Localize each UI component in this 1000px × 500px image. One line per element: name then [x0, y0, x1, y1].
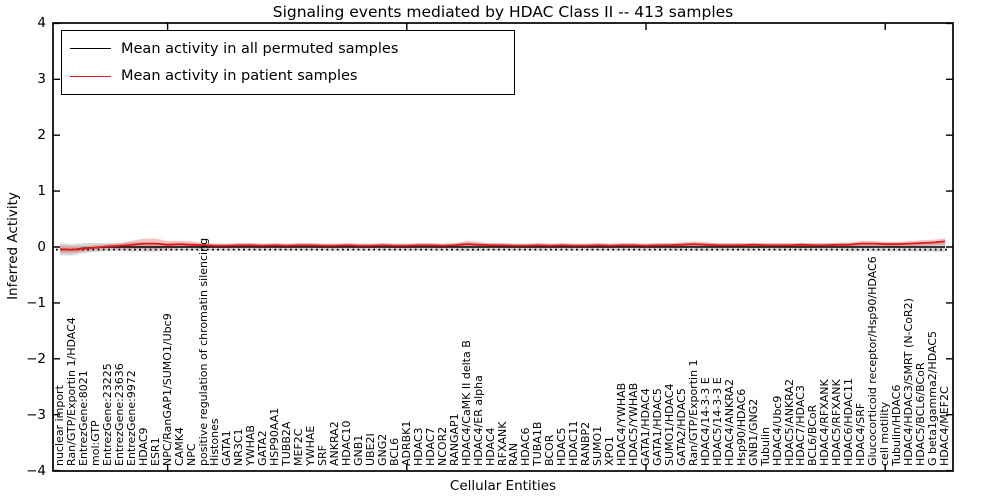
axis-frame: [52, 22, 954, 472]
x-tick-label: HDAC9: [136, 427, 150, 466]
y-tick-label: 1: [37, 183, 46, 200]
x-tick-label: HDAC7: [423, 427, 437, 466]
y-tick-label: −2: [26, 350, 46, 367]
patient-mean-line: [59, 240, 946, 251]
x-tick-label: HDAC4/CaMK II delta B: [459, 340, 473, 466]
x-tick-label: NPC: [184, 443, 198, 466]
x-tick-label: HDAC5/14-3-3 E: [710, 377, 724, 466]
x-tick-label: CAMK4: [172, 427, 186, 466]
x-tick-label: Hsp90/HDAC6: [734, 388, 748, 466]
y-tick-label: 2: [37, 127, 46, 144]
x-tick-label: NPC/RanGAP1/SUMO1/Ubc9: [160, 313, 174, 466]
y-tick-label: −3: [26, 406, 46, 423]
y-tick-label: −4: [26, 462, 46, 479]
x-tick-label: RANGAP1: [447, 413, 461, 466]
legend: Mean activity in all permuted samples Me…: [61, 30, 515, 95]
x-tick-label: EntrezGene:9972: [124, 370, 138, 466]
x-axis-label: Cellular Entities: [449, 478, 557, 494]
x-tick-label: HDAC4/14-3-3 E: [698, 377, 712, 466]
y-axis-label: Inferred Activity: [5, 192, 21, 300]
legend-label-patient: Mean activity in patient samples: [121, 68, 358, 85]
x-tick-label: HDAC4/Ubc9: [770, 395, 784, 466]
chart-title: Signaling events mediated by HDAC Class …: [272, 3, 734, 21]
x-tick-label: GNB1/GNG2: [746, 398, 760, 466]
y-tick-label: 0: [37, 239, 46, 255]
x-tick-label: ESR1: [148, 437, 162, 466]
patient-line-sample: [70, 75, 111, 77]
x-tick-label: HDAC4/ANKRA2: [722, 379, 736, 466]
y-tick-label: −1: [26, 294, 46, 311]
x-tick-label: HDAC4/MEF2C: [938, 386, 951, 466]
y-tick-label: 4: [37, 15, 46, 32]
x-tick-label: Tubulin: [758, 426, 772, 466]
legend-item-patient: Mean activity in patient samples: [62, 68, 514, 84]
x-tick-label: HDAC4: [483, 427, 497, 466]
legend-label-permuted: Mean activity in all permuted samples: [121, 40, 399, 57]
x-tick-label: NCOR2: [435, 426, 449, 466]
permuted-line-sample: [70, 48, 111, 50]
x-tick-label: EntrezGene:23636: [112, 363, 126, 466]
x-tick-label: HDAC3: [411, 427, 425, 466]
y-tick-label: 3: [37, 71, 46, 88]
permuted-mean-line: [59, 246, 945, 251]
x-tick-label: HDAC4/ER alpha: [471, 375, 485, 466]
x-tick-label: ADRBK1: [399, 420, 413, 466]
legend-item-permuted: Mean activity in all permuted samples: [62, 41, 514, 57]
